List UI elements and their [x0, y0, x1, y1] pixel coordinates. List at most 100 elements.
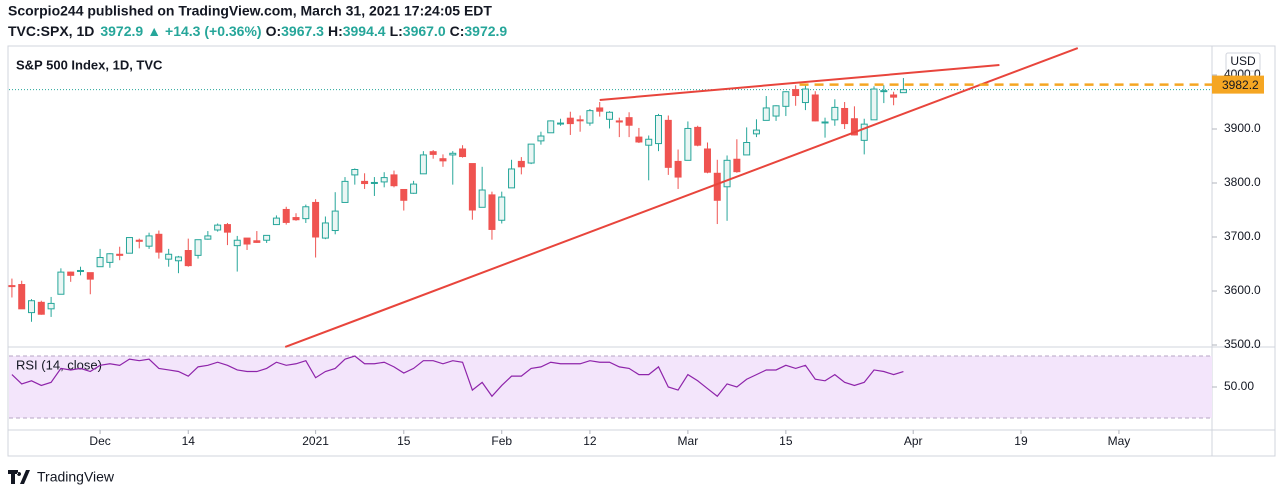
candle-body [811, 94, 819, 122]
change: +14.3 (+0.36%) [165, 23, 262, 39]
candle-body [86, 272, 94, 280]
candle-body [67, 271, 75, 276]
candle-body [752, 129, 760, 135]
candle-body [272, 217, 280, 226]
candle-body [527, 143, 535, 164]
candle-body [370, 181, 378, 184]
x-tick-label: Feb [491, 434, 512, 448]
candle-body [28, 300, 36, 314]
chart-frame [7, 45, 1276, 457]
candle-body [635, 136, 643, 143]
x-tick-label: Apr [904, 434, 923, 448]
trend-line [599, 64, 1000, 102]
x-tick-label: 15 [779, 434, 793, 448]
open-value: 3967.3 [281, 23, 324, 39]
x-tick-label: Dec [89, 434, 110, 448]
candle-body [566, 117, 574, 125]
candle-body [439, 158, 447, 162]
candle-body [233, 239, 241, 247]
x-tick-label: 12 [583, 434, 597, 448]
candle-body [135, 239, 143, 242]
candle-body [674, 160, 682, 178]
candle-body [468, 163, 476, 211]
candle-body [899, 89, 907, 94]
candle-body [870, 88, 878, 121]
y-tick-label: 3700.0 [1224, 229, 1261, 243]
candle-body [733, 158, 741, 173]
candle-body [723, 159, 731, 188]
price-label-box [1212, 75, 1264, 94]
candle-body [664, 119, 672, 168]
y-tick-label: 3800.0 [1224, 175, 1261, 189]
candle-body [223, 224, 231, 233]
candle-body [890, 94, 898, 98]
currency: USD [1230, 54, 1256, 68]
rsi-tick-label: 50.00 [1224, 379, 1254, 393]
candle-body [18, 284, 26, 310]
candle-body [155, 233, 163, 253]
candle-body [606, 111, 614, 120]
candle-body [694, 126, 702, 146]
candle-body [713, 172, 721, 201]
candle-body [508, 168, 516, 189]
open-label: O: [266, 23, 282, 39]
close-value: 3972.9 [464, 23, 507, 39]
candle-body [331, 210, 339, 232]
candle-body [125, 237, 133, 254]
high-value: 3994.4 [343, 23, 386, 39]
candle-body [174, 256, 182, 262]
candle-body [184, 250, 192, 267]
candle-body [596, 107, 604, 112]
candle-body [615, 120, 623, 123]
candle-body [243, 237, 251, 245]
x-tick-label: 15 [397, 434, 411, 448]
candle-body [860, 123, 868, 141]
candle-body [478, 189, 486, 208]
candle-body [880, 90, 888, 93]
candle-body [96, 257, 104, 268]
low-value: 3967.0 [403, 23, 446, 39]
candle-body [850, 118, 858, 136]
x-tick-label: 19 [1014, 434, 1028, 448]
candle-body [703, 148, 711, 173]
candle-body [488, 194, 496, 230]
x-tick-label: 14 [182, 434, 196, 448]
chart-title: S&P 500 Index, 1D, TVC [16, 57, 163, 72]
candle-body [429, 151, 437, 155]
candle-body [282, 208, 290, 223]
candle-body [380, 177, 388, 183]
candle-body [801, 88, 809, 104]
candle-body [194, 239, 202, 256]
candle-body [410, 183, 418, 194]
candle-body [165, 253, 173, 260]
candle-body [762, 107, 770, 121]
candle-body [8, 285, 16, 288]
candle-body [449, 152, 457, 156]
candle-body [361, 180, 369, 185]
candle-body [517, 160, 525, 168]
candle-body [321, 222, 329, 239]
candle-body [145, 235, 153, 247]
candle-body [841, 107, 849, 125]
candle-body [782, 91, 790, 107]
candle-body [253, 240, 261, 243]
candle-body [537, 135, 545, 142]
candle-body [263, 234, 271, 241]
candle-body [37, 301, 45, 315]
candle-body [831, 106, 839, 121]
candle-body [312, 201, 320, 238]
candle-body [743, 142, 751, 156]
last-price: 3972.9 [100, 23, 143, 39]
candle-body [557, 122, 565, 125]
footer-brand: TradingView [37, 469, 115, 485]
candle-body [498, 196, 506, 221]
candle-body [419, 154, 427, 175]
rsi-line [11, 355, 904, 398]
candle-body [654, 115, 662, 145]
trend-line [284, 47, 1079, 348]
currency-box [1225, 52, 1261, 72]
candle-body [576, 119, 584, 122]
candle-body [625, 117, 633, 126]
candle-body [547, 120, 555, 134]
